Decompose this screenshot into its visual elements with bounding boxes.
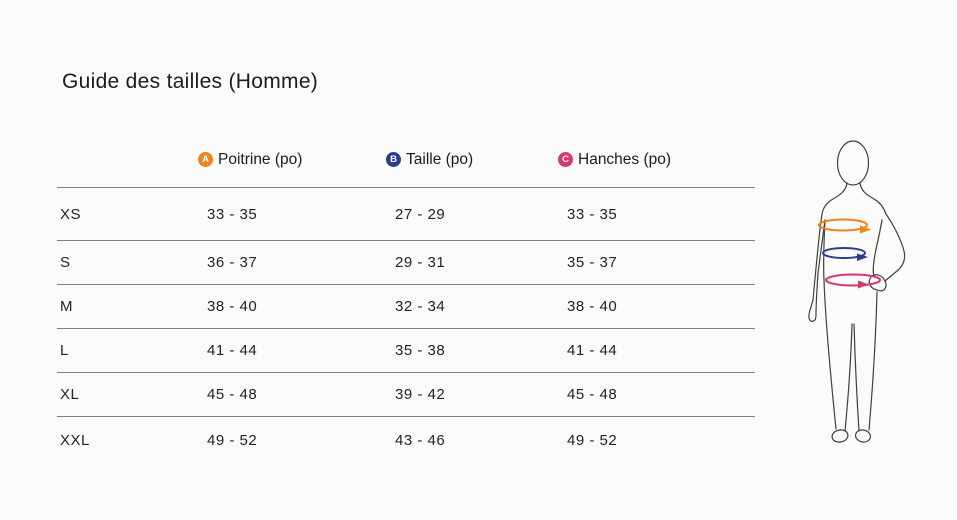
table-row-xl: XL 45 - 48 39 - 42 45 - 48 [57, 372, 755, 416]
hanches-value: 49 - 52 [567, 431, 618, 449]
body-outline-icon [808, 140, 906, 443]
measure-b-badge: B [386, 152, 401, 167]
column-label-poitrine: Poitrine (po) [218, 150, 303, 168]
taille-value: 32 - 34 [395, 298, 446, 315]
poitrine-value: 36 - 37 [207, 254, 258, 271]
poitrine-value: 49 - 52 [207, 431, 258, 449]
chest-measure-arrow-icon [818, 218, 871, 234]
size-label: XL [60, 386, 80, 403]
hanches-value: 38 - 40 [567, 298, 618, 315]
measure-c-badge: C [558, 152, 573, 167]
taille-value: 27 - 29 [395, 205, 446, 223]
size-label: XS [60, 205, 82, 223]
waist-measure-arrow-icon [822, 247, 868, 261]
size-table: A Poitrine (po) B Taille (po) C Hanches … [57, 132, 755, 463]
size-label: S [60, 254, 71, 271]
table-row-l: L 41 - 44 35 - 38 41 - 44 [57, 328, 755, 372]
poitrine-value: 38 - 40 [207, 298, 258, 315]
table-row-xxl: XXL 49 - 52 43 - 46 49 - 52 [57, 416, 755, 463]
measure-a-badge: A [198, 152, 213, 167]
poitrine-value: 33 - 35 [207, 205, 258, 223]
table-header-row: A Poitrine (po) B Taille (po) C Hanches … [57, 132, 755, 187]
body-figure [808, 140, 906, 443]
size-label: XXL [60, 431, 90, 449]
taille-value: 43 - 46 [395, 431, 446, 449]
column-header-hanches: C Hanches (po) [558, 151, 755, 169]
hanches-value: 35 - 37 [567, 254, 618, 271]
hanches-value: 41 - 44 [567, 342, 618, 359]
hanches-value: 33 - 35 [567, 205, 618, 223]
table-row-m: M 38 - 40 32 - 34 38 - 40 [57, 284, 755, 328]
hanches-value: 45 - 48 [567, 386, 618, 403]
table-row-s: S 36 - 37 29 - 31 35 - 37 [57, 240, 755, 284]
table-row-xs: XS 33 - 35 27 - 29 33 - 35 [57, 187, 755, 240]
page-title: Guide des tailles (Homme) [62, 70, 319, 93]
poitrine-value: 41 - 44 [207, 342, 258, 359]
size-label: M [60, 298, 73, 315]
taille-value: 35 - 38 [395, 342, 446, 359]
column-header-poitrine: A Poitrine (po) [198, 151, 386, 169]
column-header-taille: B Taille (po) [386, 151, 558, 169]
hips-measure-arrow-icon [825, 273, 881, 289]
poitrine-value: 45 - 48 [207, 386, 258, 403]
column-label-hanches: Hanches (po) [578, 150, 672, 168]
taille-value: 39 - 42 [395, 386, 446, 403]
taille-value: 29 - 31 [395, 254, 446, 271]
size-label: L [60, 342, 69, 359]
column-label-taille: Taille (po) [406, 150, 474, 168]
